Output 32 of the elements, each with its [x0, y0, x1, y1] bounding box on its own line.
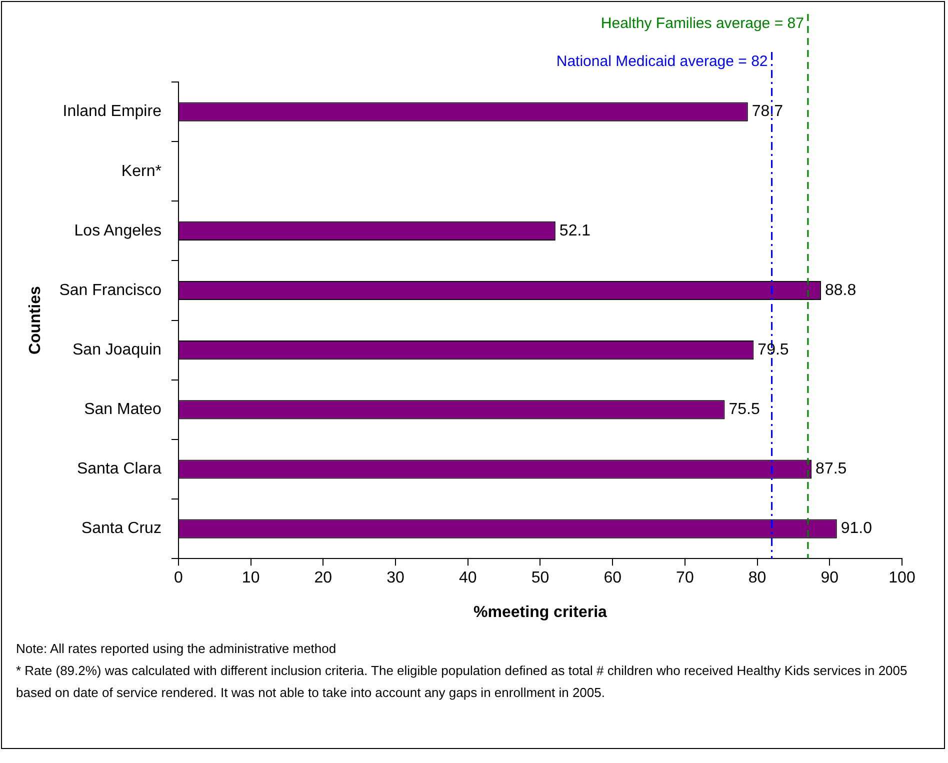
- x-tick-label: 40: [458, 570, 477, 587]
- y-tick-label: Inland Empire: [62, 103, 162, 120]
- text: Note: All rates reported using the administrative method: [16, 640, 338, 658]
- x-tick-label: 100: [888, 570, 916, 587]
- data-label: 88.8: [824, 282, 856, 299]
- data-label: 79.5: [758, 341, 789, 358]
- x-tick-label: 50: [531, 570, 550, 587]
- x-tick-label: 30: [386, 570, 405, 587]
- text: * Rate (89.2%) was calculated with different inclusion criteria. The eligible population defined as total # children who received Healthy Kids services in 2005 based on date of service rendered. It was not able to take into account any gaps in enrollment in 2005.: [16, 662, 908, 702]
- y-tick-label: San Joaquin: [72, 341, 162, 358]
- y-tick-label: Santa Clara: [76, 460, 162, 478]
- x-tick-label: 70: [676, 570, 694, 587]
- x-tick-label: 90: [820, 570, 839, 587]
- y-tick-label: San Mateo: [84, 401, 162, 418]
- x-tick-label: 80: [748, 570, 766, 587]
- ref-line-label: National Medicaid average = 82: [556, 53, 768, 70]
- data-label: 52.1: [559, 222, 591, 240]
- x-tick-label: 60: [604, 570, 622, 587]
- y-tick-label: Kern*: [121, 162, 162, 180]
- y-tick-label: Santa Cruz: [81, 520, 162, 538]
- y-axis-title: Counties: [27, 286, 44, 355]
- data-label: 78.7: [752, 103, 784, 120]
- data-label: 91.0: [840, 520, 872, 538]
- x-tick-label: 10: [242, 570, 260, 587]
- y-tick-label: San Francisco: [59, 282, 162, 299]
- x-axis-title: %meeting criteria: [474, 604, 608, 621]
- data-label: 75.5: [728, 401, 760, 418]
- y-tick-label: Los Angeles: [74, 222, 162, 240]
- x-tick-label: 20: [314, 570, 332, 587]
- x-tick-label: 0: [174, 570, 184, 587]
- data-label: 87.5: [816, 460, 847, 478]
- ref-line-label: Healthy Families average = 87: [600, 15, 804, 32]
